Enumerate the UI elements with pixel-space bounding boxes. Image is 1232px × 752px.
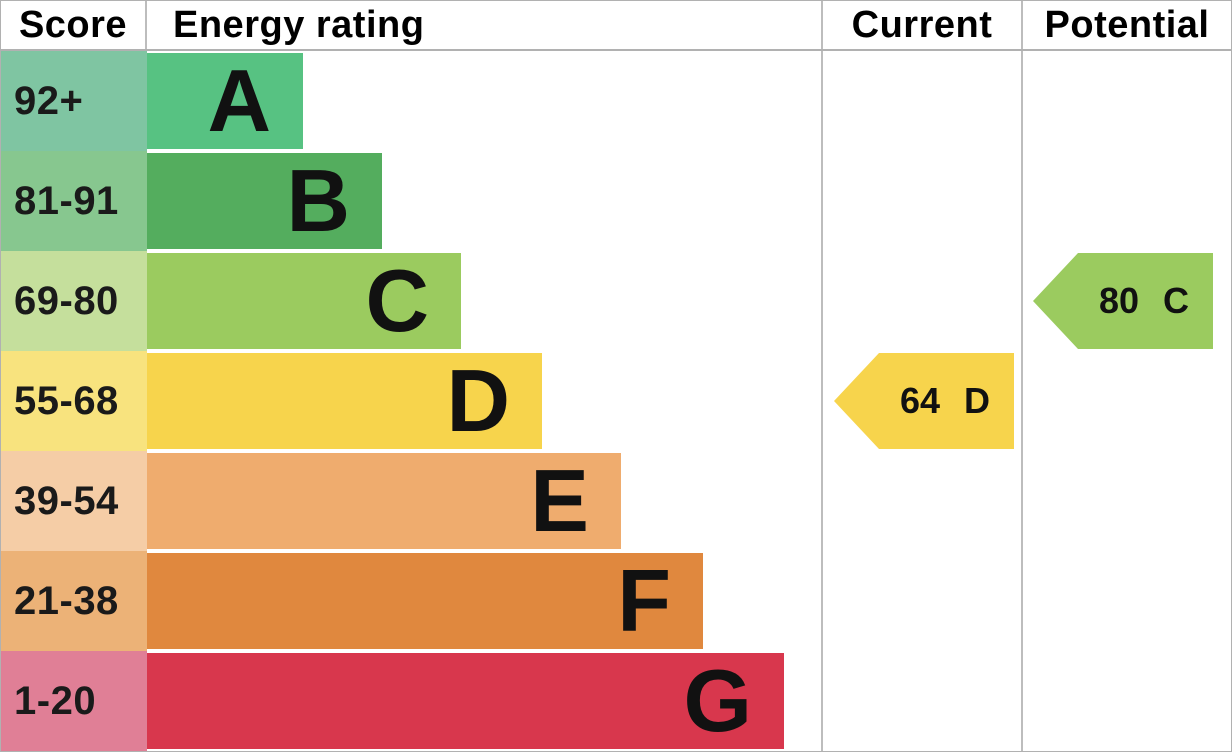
band-row-g: 1-20 G <box>1 651 1231 751</box>
band-row-c: 69-80 C <box>1 251 1231 351</box>
potential-rating-band: C <box>1163 280 1190 321</box>
band-bar-b: B <box>147 153 382 249</box>
score-range-label: 1-20 <box>1 651 147 751</box>
score-range-label: 39-54 <box>1 451 147 551</box>
energy-rating-column-header: Energy rating <box>173 3 425 46</box>
potential-rating-arrow: 80 C <box>1033 253 1213 349</box>
band-row-a: 92+ A <box>1 51 1231 151</box>
score-range-label: 81-91 <box>1 151 147 251</box>
potential-rating-value: 80 <box>1098 280 1140 321</box>
score-range-label: 21-38 <box>1 551 147 651</box>
band-bar-e: E <box>147 453 621 549</box>
band-bar-f: F <box>147 553 703 649</box>
band-row-e: 39-54 E <box>1 451 1231 551</box>
current-column-header: Current <box>821 1 1021 49</box>
score-column-header: Score <box>1 1 147 49</box>
band-bar-d: D <box>147 353 542 449</box>
band-row-f: 21-38 F <box>1 551 1231 651</box>
score-range-label: 92+ <box>1 51 147 151</box>
current-rating-band: D <box>964 380 991 421</box>
current-rating-arrow: 64 D <box>834 353 1014 449</box>
band-bar-g: G <box>147 653 784 749</box>
band-bar-a: A <box>147 53 303 149</box>
band-row-d: 55-68 D <box>1 351 1231 451</box>
band-bar-c: C <box>147 253 461 349</box>
chart-header-row: Score Energy rating Current Potential <box>1 1 1231 51</box>
current-rating-value: 64 <box>899 380 941 421</box>
potential-column-header: Potential <box>1021 1 1231 49</box>
score-range-label: 69-80 <box>1 251 147 351</box>
score-range-label: 55-68 <box>1 351 147 451</box>
band-row-b: 81-91 B <box>1 151 1231 251</box>
